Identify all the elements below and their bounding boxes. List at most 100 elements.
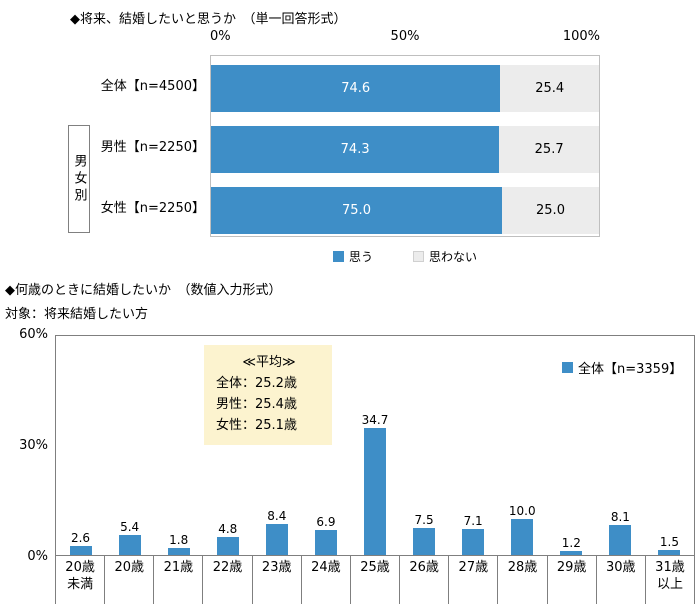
x-tick-label: 30歳 <box>597 556 646 604</box>
legend-swatch-omou-icon <box>332 251 344 262</box>
bar-segment-omou: 74.3 <box>211 126 500 173</box>
legend-label-zentai: 全体【n=3359】 <box>578 362 683 377</box>
x-tick-label: 28歳 <box>498 556 548 604</box>
chart1-title: ◆将来、結婚したいと思うか （単一回答形式） <box>70 12 347 27</box>
chart2-subtitle: 対象：将来結婚したい方 <box>5 307 149 322</box>
bar-segment-omowanai: 25.7 <box>499 126 599 173</box>
bar-value-label: 7.1 <box>463 514 483 529</box>
bar <box>364 428 386 555</box>
gender-group-label: 男女別 <box>71 153 87 205</box>
bar-value-label: 4.8 <box>218 522 238 537</box>
chart2-title: ◆何歳のときに結婚したいか （数値入力形式） <box>5 283 282 298</box>
bar-value-label: 75.0 <box>342 203 371 218</box>
bar-segment-omowanai: 25.4 <box>500 65 599 112</box>
bar-cell: 7.5 <box>400 336 449 555</box>
legend-swatch-omowanai-icon <box>413 251 424 262</box>
x-tick-label: 29歳 <box>548 556 597 604</box>
stacked-bar-row-female: 75.0 25.0 <box>211 187 599 234</box>
x-axis-labels: 20歳 未満 20歳 21歳 22歳 23歳 24歳 25歳 26歳 27歳 2… <box>55 556 696 604</box>
x-tick-label: 20歳 未満 <box>56 556 106 604</box>
bar-cell: 1.2 <box>547 336 596 555</box>
row-label-total: 全体【n=4500】 <box>100 79 205 94</box>
bar-segment-omowanai: 25.0 <box>502 187 599 234</box>
x-tick-label: 31歳 以上 <box>646 556 696 604</box>
bar-value-label: 74.6 <box>341 81 371 96</box>
bar-value-label: 25.7 <box>534 142 564 157</box>
bar-value-label: 7.5 <box>414 512 434 527</box>
bar-value-label: 2.6 <box>70 530 91 545</box>
bar <box>167 548 190 555</box>
average-annotation-box: ≪平均≫ 全体：25.2歳 男性：25.4歳 女性：25.1歳 <box>204 345 332 445</box>
bar <box>118 535 141 555</box>
bar-value-label: 25.4 <box>535 81 565 96</box>
bar-segment-omou: 75.0 <box>211 187 502 234</box>
x-tick-0: 0% <box>210 29 231 44</box>
bar-value-label: 5.4 <box>120 520 140 535</box>
x-tick-100: 100% <box>562 29 600 44</box>
bar <box>69 545 92 555</box>
x-tick-label: 24歳 <box>302 556 351 604</box>
x-tick-label: 23歳 <box>253 556 302 604</box>
chart2-legend: 全体【n=3359】 <box>562 358 682 377</box>
bar-value-label: 25.0 <box>536 203 565 218</box>
y-tick-60: 60% <box>19 327 48 342</box>
bar-cell: 5.4 <box>105 336 154 555</box>
bar-cell: 10.0 <box>498 336 547 555</box>
bar <box>413 527 436 555</box>
bar-value-label: 74.3 <box>340 142 370 157</box>
average-total: 全体：25.2歳 <box>216 376 297 391</box>
bar-cell: 6.9 <box>301 336 350 555</box>
bar <box>216 537 239 555</box>
stacked-bar-row-male: 74.3 25.7 <box>211 126 599 173</box>
bar-cell: 2.6 <box>56 336 105 555</box>
x-tick-label: 22歳 <box>203 556 253 604</box>
stacked-bar-row-total: 74.6 25.4 <box>211 65 599 112</box>
legend-label-omowanai: 思わない <box>429 250 478 264</box>
legend-item-omowanai: 思わない <box>413 248 477 265</box>
y-tick-30: 30% <box>19 438 48 453</box>
x-tick-label: 27歳 <box>449 556 499 604</box>
x-tick-label: 21歳 <box>154 556 204 604</box>
x-tick-label: 25歳 <box>351 556 401 604</box>
y-tick-0: 0% <box>27 549 48 564</box>
bar-segment-omou: 74.6 <box>211 65 501 112</box>
bar-value-label: 1.2 <box>561 535 581 550</box>
x-tick-label: 20歳 <box>105 556 155 604</box>
bar <box>511 518 534 555</box>
bar <box>609 525 632 555</box>
bar-value-label: 34.7 <box>361 413 389 428</box>
bar <box>658 549 681 555</box>
row-label-male: 男性【n=2250】 <box>100 140 205 155</box>
x-tick-label: 26歳 <box>400 556 450 604</box>
bar-cell: 7.1 <box>449 336 498 555</box>
legend-label-omou: 思う <box>348 250 373 264</box>
bar-cell: 1.8 <box>154 336 203 555</box>
bar-value-label: 1.5 <box>659 534 680 549</box>
bar <box>265 524 288 555</box>
bar-value-label: 1.8 <box>169 533 189 548</box>
bar-cell: 8.1 <box>596 336 645 555</box>
bar-value-label: 10.0 <box>508 503 536 518</box>
bar <box>314 529 337 555</box>
legend-item-omou: 思う <box>332 248 373 265</box>
row-label-female: 女性【n=2250】 <box>100 201 205 216</box>
legend-swatch-zentai-icon <box>562 362 573 373</box>
stacked-bar-plot-area: 74.6 25.4 74.3 25.7 75.0 25.0 <box>210 55 600 237</box>
average-title: ≪平均≫ <box>242 355 296 370</box>
average-male: 男性：25.4歳 <box>216 397 297 412</box>
bar-cell: 4.8 <box>203 336 252 555</box>
bar <box>462 529 485 555</box>
bar-value-label: 6.9 <box>316 514 336 529</box>
bar-value-label: 8.1 <box>610 510 630 525</box>
bar <box>560 550 583 555</box>
bar-cell: 8.4 <box>252 336 301 555</box>
bar-cell: 34.7 <box>350 336 399 555</box>
gender-group-bracket: 男女別 <box>68 125 90 233</box>
bar-cell: 1.5 <box>645 336 694 555</box>
chart1-legend: 思う 思わない <box>210 248 600 265</box>
bar-value-label: 8.4 <box>267 509 287 524</box>
bar-chart-plot-area: 2.6 5.4 1.8 4.8 8.4 6.9 34.7 7.5 <box>55 335 695 556</box>
x-tick-50: 50% <box>390 29 420 44</box>
average-female: 女性：25.1歳 <box>216 418 297 433</box>
